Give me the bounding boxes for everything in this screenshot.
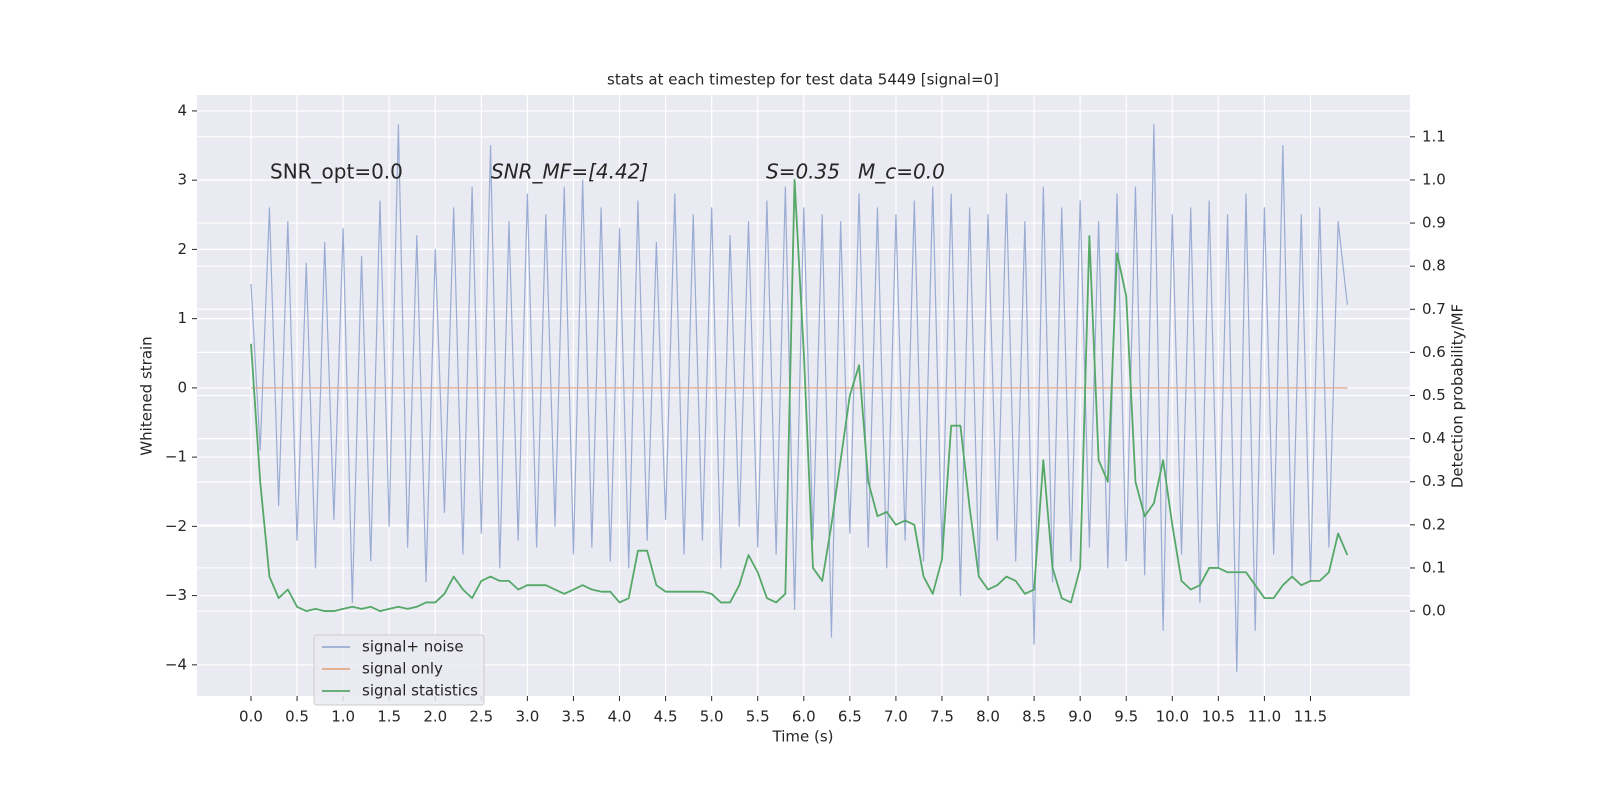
- y2-tick-label: 0.8: [1422, 257, 1446, 275]
- y-tick-label: 2: [177, 240, 187, 258]
- y2-axis-label: Detection probability/MF: [1449, 304, 1467, 488]
- y-axis-label: Whitened strain: [138, 336, 156, 455]
- y-tick-label: 4: [177, 101, 187, 119]
- y2-tick-label: 0.7: [1422, 300, 1446, 318]
- x-tick-label: 11.0: [1248, 708, 1281, 726]
- y2-tick-label: 0.3: [1422, 472, 1446, 490]
- y2-tick-label: 0.4: [1422, 429, 1446, 447]
- legend-label: signal statistics: [362, 682, 478, 700]
- y-tick-label: −1: [165, 448, 187, 466]
- series-line: [250, 124, 1348, 673]
- y2-tick-label: 0.5: [1422, 386, 1446, 404]
- annotation: S=0.35: [766, 160, 840, 184]
- x-tick-label: 5.5: [746, 708, 770, 726]
- annotation: SNR_opt=0.0: [270, 160, 403, 184]
- y2-tick-label: 0.6: [1422, 343, 1446, 361]
- x-tick-label: 7.0: [884, 708, 908, 726]
- series-line: [250, 179, 1349, 612]
- x-tick-label: 11.5: [1294, 708, 1327, 726]
- y2-tick-label: 0.2: [1422, 515, 1446, 533]
- legend-box: [313, 634, 485, 706]
- x-tick-label: 3.5: [562, 708, 586, 726]
- annotation: M_c=0.0: [858, 160, 945, 184]
- y-tick-label: 3: [177, 171, 187, 189]
- x-tick-label: 0.0: [239, 708, 263, 726]
- x-tick-label: 10.5: [1202, 708, 1235, 726]
- y-tick-label: 1: [177, 309, 187, 327]
- y2-tick-label: 0.9: [1422, 214, 1446, 232]
- x-tick-label: 8.5: [1022, 708, 1046, 726]
- legend-label: signal+ noise: [362, 638, 464, 656]
- x-tick-label: 6.5: [838, 708, 862, 726]
- x-tick-label: 10.0: [1156, 708, 1189, 726]
- x-tick-label: 0.5: [285, 708, 309, 726]
- annotation: SNR_MF=[4.42]: [491, 160, 648, 184]
- y2-tick-label: 1.1: [1422, 127, 1446, 145]
- x-tick-label: 1.5: [377, 708, 401, 726]
- x-tick-label: 4.0: [608, 708, 632, 726]
- x-tick-label: 8.0: [976, 708, 1000, 726]
- x-tick-label: 1.0: [331, 708, 355, 726]
- chart-title: stats at each timestep for test data 544…: [607, 71, 999, 89]
- x-tick-label: 7.5: [930, 708, 954, 726]
- y2-tick-label: 0.1: [1422, 558, 1446, 576]
- x-tick-label: 2.5: [469, 708, 493, 726]
- x-axis-label: Time (s): [772, 728, 834, 746]
- x-tick-label: 2.0: [423, 708, 447, 726]
- y2-tick-label: 0.0: [1422, 602, 1446, 620]
- x-tick-label: 9.0: [1068, 708, 1092, 726]
- legend-label: signal only: [362, 660, 443, 678]
- y-tick-label: −4: [165, 655, 187, 673]
- x-tick-label: 3.0: [515, 708, 539, 726]
- y-tick-label: −2: [165, 517, 187, 535]
- y2-tick-label: 1.0: [1422, 170, 1446, 188]
- x-tick-label: 5.0: [700, 708, 724, 726]
- x-tick-label: 9.5: [1114, 708, 1138, 726]
- x-tick-label: 6.0: [792, 708, 816, 726]
- x-tick-label: 4.5: [654, 708, 678, 726]
- y-tick-label: 0: [177, 378, 187, 396]
- y-tick-label: −3: [165, 586, 187, 604]
